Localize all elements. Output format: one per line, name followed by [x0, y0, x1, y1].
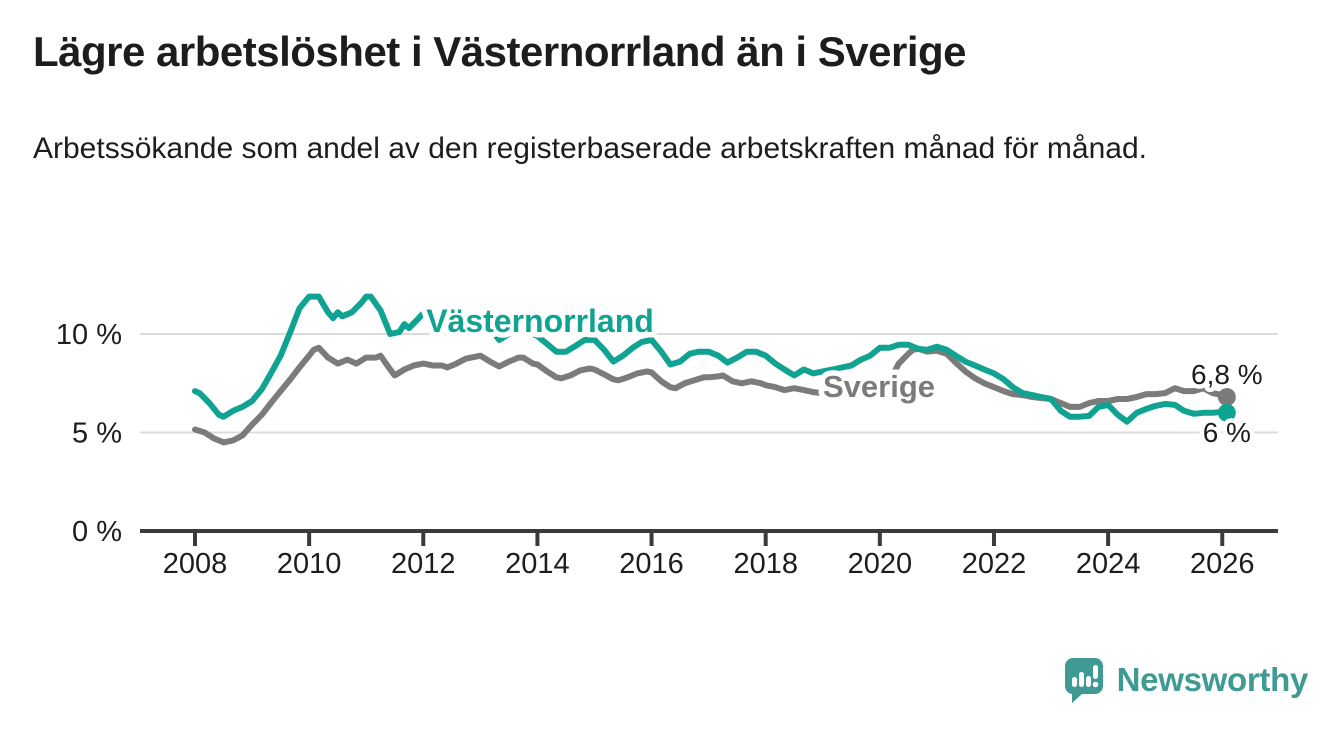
page-title: Lägre arbetslöshet i Västernorrland än i… — [33, 28, 967, 75]
end-dot-västernorrland — [1217, 403, 1236, 422]
x-tick-label: 2018 — [733, 548, 798, 580]
y-tick-label: 0 % — [72, 516, 122, 548]
series-label-västernorrland: Västernorrland — [426, 303, 654, 339]
newsworthy-logo: Newsworthy — [1063, 656, 1308, 704]
newsworthy-logo-text: Newsworthy — [1116, 661, 1309, 698]
x-tick-label: 2016 — [619, 548, 684, 580]
end-value-label-sverige: 6,8 % — [1191, 359, 1263, 390]
end-value-label-västernorrland: 6 % — [1203, 417, 1251, 448]
x-tick-label: 2024 — [1076, 548, 1141, 580]
x-tick-label: 2026 — [1190, 548, 1255, 580]
y-tick-label: 5 % — [72, 418, 122, 450]
x-tick-label: 2022 — [962, 548, 1027, 580]
chart-subtitle: Arbetssökande som andel av den registerb… — [33, 132, 1147, 165]
x-tick-label: 2014 — [505, 548, 570, 580]
newsworthy-bubble-chart-icon — [1064, 658, 1103, 703]
series-line-sverige — [192, 344, 1230, 446]
x-tick-label: 2012 — [391, 548, 456, 580]
x-tick-label: 2008 — [163, 548, 228, 580]
series-label-sverige: Sverige — [823, 369, 935, 404]
y-tick-label: 10 % — [56, 319, 122, 351]
series-line-västernorrland — [192, 293, 1230, 425]
x-tick-label: 2010 — [277, 548, 342, 580]
end-dot-sverige — [1217, 388, 1236, 407]
x-tick-label: 2020 — [848, 548, 913, 580]
